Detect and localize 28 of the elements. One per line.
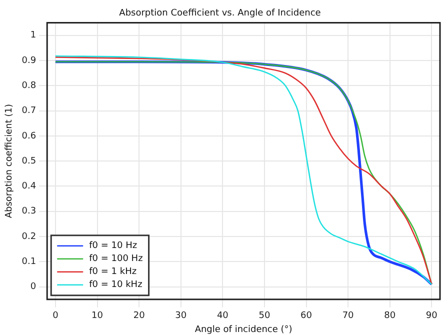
- y-tick-label: 0: [30, 282, 36, 292]
- chart-title: Absorption Coefficient vs. Angle of Incidence: [119, 8, 322, 19]
- x-tick-label: 40: [216, 311, 229, 322]
- y-tick-label: 0.4: [22, 182, 36, 192]
- x-tick-label: 20: [133, 311, 146, 322]
- x-tick-label: 0: [52, 311, 59, 322]
- x-tick-label: 70: [342, 311, 354, 322]
- x-tick-label: 60: [300, 311, 312, 322]
- legend-label: f0 = 10 kHz: [89, 280, 143, 290]
- y-tick-label: 0.6: [22, 131, 36, 142]
- y-axis-title: Absorption coefficient (1): [4, 104, 15, 218]
- legend-label: f0 = 1 kHz: [89, 267, 137, 278]
- y-tick-label: 0.5: [22, 156, 36, 166]
- x-tick-label: 80: [384, 311, 396, 322]
- x-tick-label: 50: [258, 311, 270, 322]
- y-tick-label: 0.9: [22, 56, 36, 66]
- y-tick-label: 0.7: [22, 106, 36, 116]
- legend-label: f0 = 100 Hz: [89, 254, 144, 264]
- x-tick-label: 90: [426, 311, 438, 322]
- y-tick-label: 0.8: [22, 81, 36, 92]
- y-tick-label: 0.3: [22, 206, 36, 217]
- y-tick-label: 0.2: [22, 232, 36, 242]
- x-tick-label: 10: [92, 311, 104, 322]
- x-axis-title: Angle of incidence (°): [194, 324, 292, 335]
- legend-label: f0 = 10 Hz: [89, 241, 138, 252]
- x-tick-label: 30: [175, 311, 187, 322]
- y-tick-label: 1: [30, 30, 36, 41]
- y-tick-label: 0.1: [22, 257, 36, 268]
